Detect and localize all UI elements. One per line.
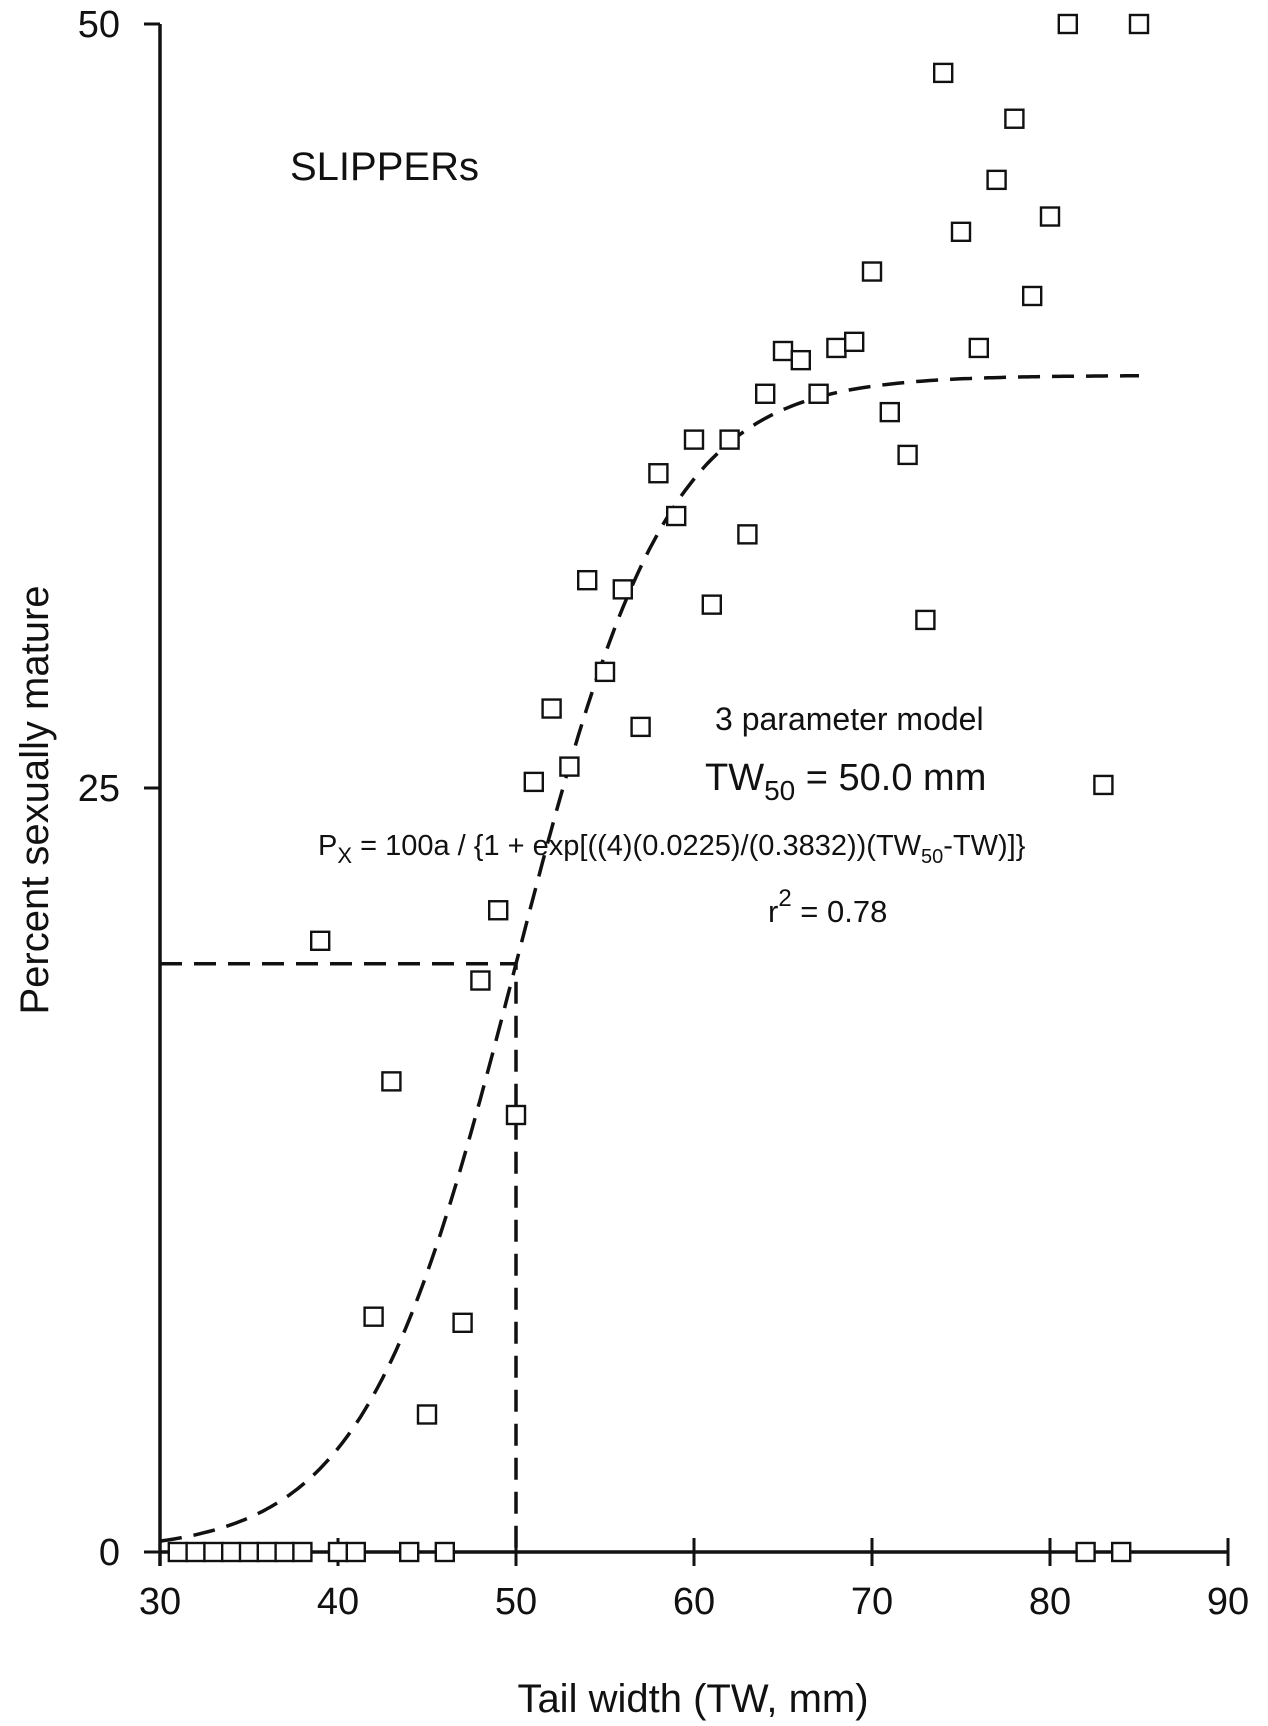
- model-equation: PX = 100a / {1 + exp[((4)(0.0225)/(0.383…: [318, 830, 1026, 868]
- data-point: [594, 661, 616, 683]
- data-point: [523, 771, 544, 793]
- data-point: [1128, 13, 1150, 35]
- eq-p: P: [318, 830, 337, 862]
- fit-curve: [159, 374, 1139, 1543]
- data-point: [434, 1541, 455, 1563]
- r2-value: = 0.78: [792, 894, 888, 929]
- species-label: SLIPPERs: [290, 145, 479, 189]
- data-point: [559, 756, 580, 777]
- data-point: [1075, 1541, 1096, 1563]
- y-ticks: 0 25 50: [78, 4, 160, 1574]
- tw50-subscript: 50: [764, 775, 795, 806]
- x-ticks: 30 40 50 60 70 80 90: [139, 1538, 1249, 1623]
- x-tick-label: 50: [495, 1581, 537, 1623]
- y-axis-title: Percent sexually mature: [13, 585, 57, 1014]
- data-point: [541, 698, 562, 719]
- x-tick-label: 90: [1207, 1581, 1249, 1623]
- data-point: [844, 331, 865, 353]
- data-point: [612, 579, 633, 600]
- y-tick-label: 25: [78, 768, 120, 810]
- data-point: [879, 401, 900, 423]
- data-point: [327, 1541, 349, 1563]
- data-point: [310, 930, 331, 951]
- data-point: [185, 1541, 206, 1563]
- x-tick-label: 30: [139, 1581, 181, 1623]
- data-point: [1093, 774, 1114, 796]
- data-point: [737, 524, 758, 545]
- data-point: [1022, 285, 1043, 307]
- data-point: [470, 970, 491, 991]
- data-point: [648, 463, 669, 484]
- data-point: [1039, 206, 1061, 227]
- data-point: [363, 1306, 384, 1327]
- data-point: [755, 383, 776, 404]
- model-label: 3 parameter model: [715, 701, 984, 737]
- data-point: [933, 62, 954, 84]
- data-point: [719, 429, 740, 450]
- data-point: [1110, 1541, 1132, 1563]
- data-point: [203, 1541, 224, 1563]
- tw50-prefix: TW: [705, 757, 764, 799]
- data-point: [167, 1541, 189, 1563]
- x-tick-label: 40: [317, 1581, 359, 1623]
- data-point: [345, 1541, 366, 1563]
- y-tick-label: 50: [78, 4, 120, 46]
- tw50-reference-lines: [160, 961, 518, 1552]
- data-point: [897, 444, 918, 466]
- r-squared: r2 = 0.78: [768, 885, 887, 929]
- data-point: [381, 1071, 402, 1092]
- data-point: [630, 716, 651, 738]
- data-point: [683, 429, 705, 450]
- data-point: [826, 337, 847, 359]
- data-point: [416, 1404, 438, 1425]
- tw50-value: = 50.0 mm: [795, 757, 986, 799]
- data-point: [452, 1312, 473, 1334]
- y-tick-label: 0: [99, 1532, 120, 1574]
- data-point: [1057, 13, 1079, 35]
- data-point: [238, 1541, 260, 1563]
- data-point: [986, 169, 1007, 191]
- x-tick-label: 70: [851, 1581, 893, 1623]
- data-point: [666, 505, 687, 527]
- tw50-label: TW50 = 50.0 mm: [705, 757, 986, 806]
- data-point: [220, 1541, 242, 1563]
- data-point: [292, 1541, 313, 1563]
- data-point: [577, 569, 598, 591]
- data-point: [256, 1541, 277, 1563]
- data-point: [488, 900, 509, 921]
- eq-sub-50: 50: [921, 846, 943, 868]
- axes: [158, 24, 1228, 1566]
- data-point: [790, 349, 811, 371]
- data-point: [505, 1104, 527, 1126]
- data-point: [1004, 108, 1025, 129]
- data-point: [274, 1541, 295, 1563]
- data-point: [968, 337, 989, 359]
- data-point: [861, 261, 883, 282]
- eq-mid: = 100a / {1 + exp[((4)(0.0225)/(0.3832))…: [352, 830, 922, 862]
- eq-sub-x: X: [337, 843, 352, 868]
- eq-end: -TW)]}: [943, 830, 1025, 862]
- data-point: [772, 340, 794, 362]
- data-point: [701, 594, 722, 615]
- x-tick-label: 80: [1029, 1581, 1071, 1623]
- r2-superscript: 2: [778, 885, 791, 912]
- data-point: [808, 383, 829, 404]
- r2-prefix: r: [768, 894, 778, 929]
- data-point: [950, 221, 972, 243]
- data-point: [915, 609, 936, 631]
- data-point: [399, 1541, 420, 1563]
- data-points: [167, 13, 1150, 1563]
- x-axis-title: Tail width (TW, mm): [517, 1677, 868, 1721]
- x-tick-label: 60: [673, 1581, 715, 1623]
